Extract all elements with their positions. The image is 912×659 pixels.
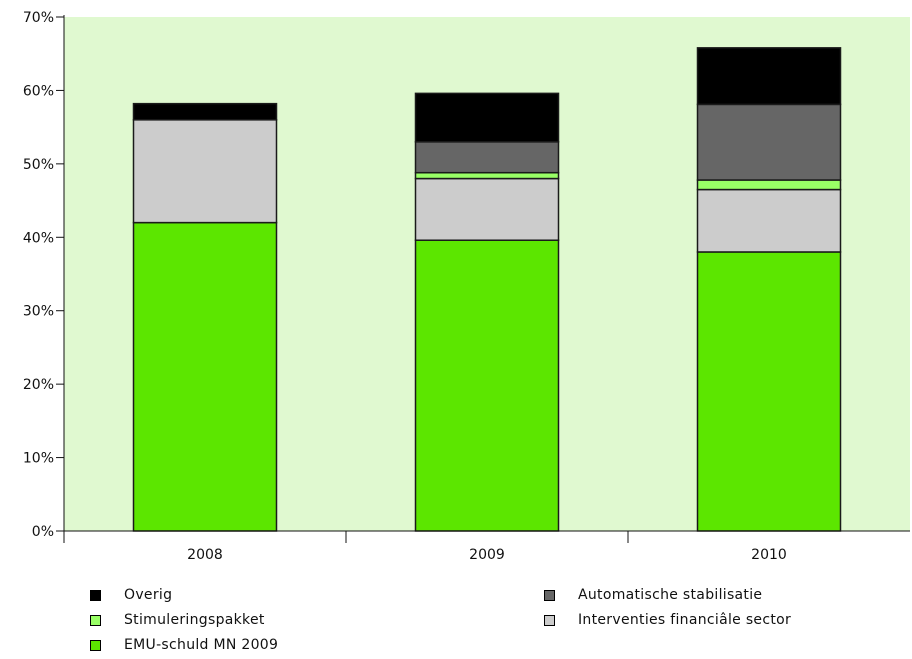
- x-tick-label-2010: 2010: [751, 547, 787, 563]
- y-tick-label-20pct: 20%: [23, 377, 54, 393]
- y-tick-label-10pct: 10%: [23, 451, 54, 467]
- legend-item-interventies: Interventies financiâle sector: [544, 610, 791, 630]
- y-tick-label-70pct: 70%: [23, 10, 54, 26]
- y-tick-label-50pct: 50%: [23, 157, 54, 173]
- bar-2009-interventies-financi-le-sector: [414, 177, 560, 241]
- y-tick-label-40pct: 40%: [23, 230, 54, 246]
- legend-label-overig: Overig: [124, 587, 173, 603]
- x-tick-label-2008: 2008: [187, 547, 223, 563]
- bar-2010-stimuleringspakket: [696, 179, 842, 191]
- legend-label-automatische-stabilisatie: Automatische stabilisatie: [578, 587, 763, 603]
- bar-2010-automatische-stabilisatie: [696, 103, 842, 181]
- bar-2009-stimuleringspakket: [414, 171, 560, 180]
- legend-swatch-stimuleringspakket: [90, 614, 101, 626]
- legend-swatch-interventies: [544, 614, 555, 626]
- legend-item-overig: Overig: [90, 585, 172, 605]
- bars-group: [132, 47, 842, 532]
- legend: Overig Stimuleringspakket EMU-schuld MN …: [0, 582, 912, 659]
- legend-swatch-automatische-stabilisatie: [544, 589, 555, 601]
- axes-group: 2008 2009 2010 0% 10% 20% 30% 40% 50% 60% 70%: [23, 10, 910, 563]
- legend-item-stimuleringspakket: Stimuleringspakket: [90, 610, 265, 630]
- bar-2010-overig: [696, 47, 842, 106]
- legend-label-emu-schuld: EMU-schuld MN 2009: [124, 637, 279, 653]
- legend-item-automatische-stabilisatie: Automatische stabilisatie: [544, 585, 762, 605]
- legend-swatch-overig: [90, 589, 101, 601]
- bar-2008-emu-schuld-mn-2009: [132, 221, 278, 532]
- y-tick-label-30pct: 30%: [23, 304, 54, 320]
- x-tick-label-2009: 2009: [469, 547, 505, 563]
- stacked-bar-chart: 2008 2009 2010 0% 10% 20% 30% 40% 50% 60% 70%: [23, 10, 910, 563]
- bar-2009-overig: [414, 92, 560, 143]
- legend-swatch-emu-schuld: [90, 639, 101, 651]
- bar-2008-interventies-financi-le-sector: [132, 119, 278, 224]
- y-tick-label-0pct: 0%: [32, 524, 54, 540]
- bar-2008-overig: [132, 102, 278, 121]
- bar-2010-interventies-financi-le-sector: [696, 188, 842, 253]
- bar-2009-emu-schuld-mn-2009: [414, 239, 560, 532]
- y-tick-label-60pct: 60%: [23, 83, 54, 99]
- bar-2009-automatische-stabilisatie: [414, 141, 560, 174]
- legend-label-interventies: Interventies financiâle sector: [578, 612, 792, 628]
- legend-item-emu-schuld: EMU-schuld MN 2009: [90, 635, 278, 655]
- bar-2010-emu-schuld-mn-2009: [696, 251, 842, 532]
- legend-label-stimuleringspakket: Stimuleringspakket: [124, 612, 265, 628]
